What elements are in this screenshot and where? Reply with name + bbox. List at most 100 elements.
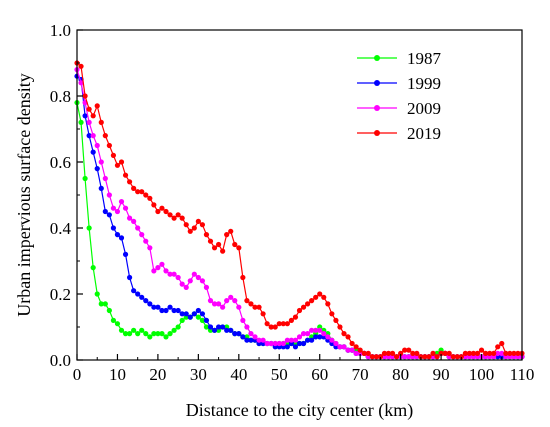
x-tick-label: 50	[271, 365, 288, 384]
data-point	[179, 317, 185, 323]
x-tick-label: 10	[109, 365, 126, 384]
data-point	[503, 350, 509, 356]
data-point	[495, 350, 501, 356]
data-point	[232, 331, 238, 337]
data-point	[211, 245, 218, 251]
data-point	[191, 311, 197, 317]
data-point	[90, 149, 96, 155]
data-point	[199, 311, 206, 317]
data-point	[126, 215, 133, 221]
data-point	[325, 301, 331, 307]
data-point	[167, 212, 173, 218]
data-point	[406, 354, 412, 360]
data-point	[86, 225, 92, 231]
data-point	[126, 331, 133, 337]
data-point	[187, 314, 193, 320]
data-point	[143, 238, 149, 244]
data-point	[147, 334, 153, 340]
x-tick-label: 110	[510, 365, 535, 384]
data-point	[337, 344, 343, 350]
data-point	[511, 350, 517, 356]
data-point	[207, 238, 214, 244]
data-point	[236, 331, 242, 337]
data-point	[78, 80, 84, 86]
data-point	[110, 225, 117, 231]
data-point	[515, 350, 521, 356]
data-point	[442, 350, 448, 356]
data-point	[94, 142, 100, 149]
data-point	[191, 225, 197, 231]
data-point	[220, 248, 226, 254]
legend-label: 2019	[407, 124, 441, 143]
series-1999	[74, 73, 525, 360]
x-tick-label: 80	[392, 365, 409, 384]
legend-marker	[374, 130, 380, 136]
data-point	[224, 232, 230, 238]
data-point	[118, 327, 125, 333]
data-point	[402, 347, 408, 353]
data-point	[143, 192, 149, 198]
data-point	[313, 327, 319, 333]
data-point	[179, 281, 185, 287]
data-point	[98, 185, 104, 191]
x-tick-label: 40	[230, 365, 247, 384]
data-point	[381, 350, 388, 356]
data-point	[179, 311, 185, 317]
data-point	[321, 331, 327, 337]
data-point	[110, 317, 117, 323]
data-point	[369, 354, 375, 360]
data-point	[430, 350, 436, 356]
data-point	[203, 284, 210, 290]
data-point	[385, 350, 392, 356]
data-point	[499, 340, 505, 347]
y-tick-label: 0.4	[50, 219, 72, 238]
data-point	[470, 350, 477, 356]
data-point	[309, 298, 315, 304]
data-point	[389, 350, 396, 356]
data-point	[337, 324, 343, 330]
data-point	[361, 350, 367, 356]
data-point	[131, 185, 137, 191]
data-point	[215, 301, 222, 307]
data-point	[296, 340, 303, 347]
data-point	[139, 189, 145, 195]
data-point	[333, 340, 339, 347]
data-point	[329, 311, 335, 317]
data-point	[252, 334, 258, 340]
data-point	[228, 327, 234, 333]
data-point	[90, 113, 96, 119]
data-point	[98, 301, 104, 307]
data-point	[402, 354, 408, 360]
data-point	[203, 232, 210, 238]
data-point	[220, 304, 226, 310]
data-point	[333, 317, 339, 323]
data-point	[349, 347, 355, 353]
data-point	[191, 271, 197, 277]
data-point	[86, 106, 92, 112]
data-point	[236, 245, 242, 251]
x-tick-label: 20	[149, 365, 166, 384]
data-point	[300, 331, 307, 337]
data-point	[102, 301, 108, 307]
y-tick-label: 0.2	[50, 285, 71, 304]
legend: 1987 1999 2009 2019	[357, 49, 442, 143]
series-1987	[74, 100, 525, 360]
data-point	[187, 228, 193, 234]
data-point	[317, 334, 323, 340]
data-point	[240, 317, 246, 323]
data-point	[135, 331, 141, 337]
data-point	[151, 268, 157, 274]
data-point	[228, 294, 234, 300]
data-point	[195, 314, 201, 320]
data-point	[175, 274, 181, 281]
data-point	[90, 265, 96, 271]
legend-marker	[374, 55, 380, 61]
data-point	[98, 159, 104, 165]
data-point	[159, 331, 165, 337]
data-point	[175, 307, 181, 314]
data-point	[325, 334, 331, 340]
legend-item-2009: 2009	[357, 99, 441, 118]
data-point	[215, 324, 222, 330]
data-point	[82, 175, 88, 182]
data-point	[220, 324, 226, 330]
